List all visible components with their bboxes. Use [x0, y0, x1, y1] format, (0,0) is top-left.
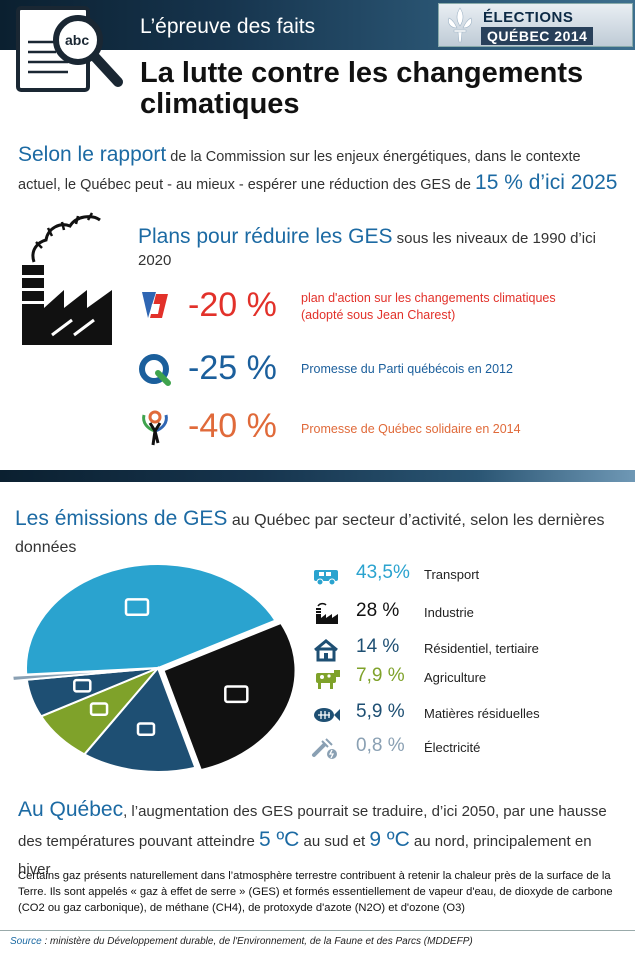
emissions-heading: Les émissions de GES au Québec par secte…: [15, 505, 615, 561]
source-line: Source : ministère du Développement dura…: [10, 936, 473, 947]
doc-icon-text: abc: [65, 32, 89, 48]
legend-row-electricite: 0,8 % Électricité: [310, 735, 630, 765]
cow-icon: [316, 670, 340, 689]
legend-row-industrie: 28 % Industrie: [310, 600, 630, 630]
liberal-party-logo: [142, 292, 168, 318]
plan-desc: Promesse de Québec solidaire en 2014: [301, 421, 521, 438]
plan-pct: -25 %: [188, 349, 277, 387]
legend-row-agriculture: 7,9 % Agriculture: [310, 665, 630, 695]
legend-name: Électricité: [424, 740, 481, 755]
fleur-de-lis-icon: [448, 7, 472, 43]
plans-lead: Plans pour réduire les GES: [138, 225, 393, 248]
plans-text: sous les niveaux de 1990 d’ici 2020: [138, 230, 596, 269]
plan-desc-line1: plan d'action sur les changements climat…: [301, 291, 556, 305]
legend-name: Résidentiel, tertiaire: [424, 641, 539, 656]
section-divider: [0, 470, 635, 482]
car-icon: [314, 570, 338, 586]
temp-south: 5 ºC: [258, 828, 300, 851]
magnifier-document-icon: abc: [16, 6, 123, 92]
plan-row-liberal: -20 % plan d'action sur les changements …: [138, 282, 618, 332]
plan-pct: -40 %: [188, 407, 277, 445]
electric-plug-icon: [312, 738, 337, 759]
legend-value: 43,5%: [356, 562, 410, 583]
rapport-lead: Selon le rapport: [18, 143, 167, 166]
plan-desc-line1: Promesse du Parti québécois en 2012: [301, 362, 513, 376]
emissions-pie-chart: [11, 563, 297, 773]
legend-value: 7,9 %: [356, 665, 405, 686]
plan-desc: Promesse du Parti québécois en 2012: [301, 361, 513, 378]
factory-smoke-icon: [22, 212, 112, 345]
header-bar: L’épreuve des faits ÉLECTIONS QUÉBEC 201…: [0, 0, 635, 50]
auquebec-lead: Au Québec: [18, 798, 124, 821]
auquebec-paragraph: Au Québec, l’augmentation des GES pourra…: [18, 796, 623, 884]
plan-desc-line1: Promesse de Québec solidaire en 2014: [301, 422, 521, 436]
legend-name: Agriculture: [424, 670, 487, 685]
page-title: La lutte contre les changements climatiq…: [140, 57, 584, 120]
legend-value: 5,9 %: [356, 701, 405, 722]
plan-row-pq: -25 % Promesse du Parti québécois en 201…: [138, 345, 618, 395]
plan-desc-line2: (adopté sous Jean Charest): [301, 308, 456, 322]
rapport-paragraph: Selon le rapport de la Commission sur le…: [18, 142, 623, 198]
legend-value: 0,8 %: [356, 735, 405, 756]
auquebec-text2: au sud et: [299, 833, 370, 850]
pie-slice-r-sidentiel-tertiaire: [82, 666, 197, 773]
legend-row-residentiel: 14 % Résidentiel, tertiaire: [310, 636, 630, 666]
legend-value: 28 %: [356, 600, 400, 621]
legend-name: Matières résiduelles: [424, 706, 540, 721]
house-icon: [314, 639, 338, 662]
rapport-highlight: 15 % d’ici 2025: [475, 171, 618, 194]
pie-slice-icon: [89, 702, 109, 716]
fish-bones-icon: [314, 708, 340, 722]
pie-slice--lectricit-: [11, 668, 145, 683]
plan-pct: -20 %: [188, 286, 277, 324]
emissions-text: au Québec par secteur d’activité, selon …: [15, 512, 605, 556]
auquebec-text1: , l’augmentation des GES pourrait se tra…: [18, 803, 607, 850]
legend-value: 14 %: [356, 636, 400, 657]
legend-row-transport: 43,5% Transport: [310, 562, 630, 592]
pie-slice-icon: [73, 678, 92, 693]
source-label: Source: [10, 936, 42, 947]
emissions-lead: Les émissions de GES: [15, 507, 228, 530]
plan-desc: plan d'action sur les changements climat…: [301, 290, 556, 324]
badge-line2: QUÉBEC 2014: [481, 27, 594, 45]
source-divider: [0, 930, 635, 931]
plans-heading: Plans pour réduire les GES sous les nive…: [138, 226, 628, 272]
plan-row-qs: -40 % Promesse de Québec solidaire en 20…: [138, 403, 618, 453]
factory-icon: [316, 602, 338, 624]
badge-line1: ÉLECTIONS: [483, 9, 574, 26]
series-title: L’épreuve des faits: [140, 15, 316, 38]
legend-row-matieres: 5,9 % Matières résiduelles: [310, 701, 630, 731]
parti-quebecois-logo: [139, 354, 171, 386]
pie-slice-transport: [25, 563, 277, 676]
pie-slice-icon: [124, 598, 150, 617]
pie-slice-industrie: [162, 621, 297, 772]
rapport-text: de la Commission sur les enjeux énergéti…: [18, 149, 581, 193]
source-text: : ministère du Développement durable, de…: [41, 936, 473, 947]
elections-badge: ÉLECTIONS QUÉBEC 2014: [438, 3, 633, 47]
ghg-note: Certains gaz présents naturellement dans…: [18, 870, 613, 914]
auquebec-text3: au nord, principalement en hiver: [18, 833, 592, 878]
legend-name: Transport: [424, 567, 480, 582]
pie-slice-icon: [136, 722, 156, 736]
quebec-solidaire-logo: [142, 410, 168, 446]
legend-name: Industrie: [424, 605, 474, 620]
temp-north: 9 ºC: [369, 828, 410, 851]
pie-slice-icon: [224, 685, 249, 704]
